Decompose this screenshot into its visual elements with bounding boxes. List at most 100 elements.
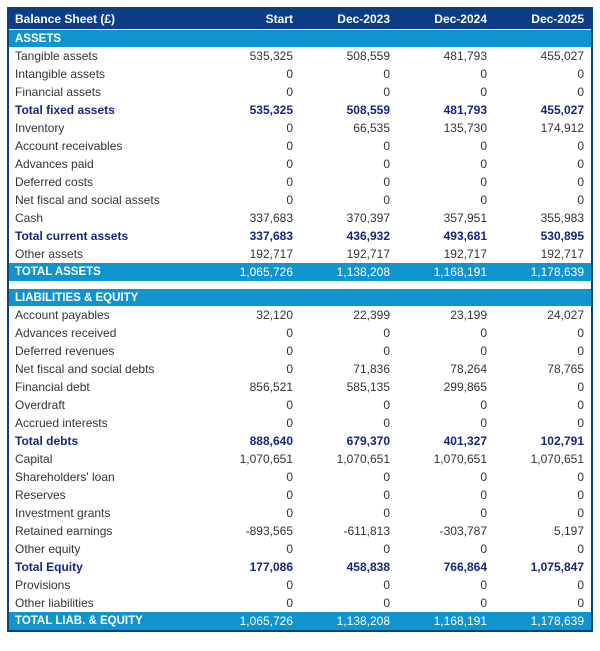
row-label: Advances paid: [15, 157, 94, 171]
column-header-dec2024: Dec-2024: [434, 12, 487, 26]
row-value: 0: [480, 344, 487, 358]
row-value: 766,864: [443, 560, 487, 574]
row-value: 0: [383, 542, 390, 556]
row-value: 1,070,651: [433, 452, 487, 466]
table-row: Investment grants 0 0 0 0: [9, 504, 591, 522]
row-value: 1,168,191: [433, 614, 487, 628]
row-value: 0: [383, 416, 390, 430]
row-label: Account receivables: [15, 139, 123, 153]
row-label: Other assets: [15, 247, 84, 261]
table-title: Balance Sheet (£): [15, 12, 116, 26]
row-value: 508,559: [346, 49, 390, 63]
row-label: Financial debt: [15, 380, 90, 394]
row-value: 0: [577, 157, 584, 171]
row-value: 1,178,639: [530, 614, 584, 628]
row-value: 0: [577, 506, 584, 520]
row-value: 0: [286, 326, 293, 340]
row-value: -611,813: [343, 524, 390, 538]
row-value: 0: [286, 488, 293, 502]
column-header-dec2023: Dec-2023: [337, 12, 390, 26]
column-header-start: Start: [265, 12, 293, 26]
row-label: Investment grants: [15, 506, 111, 520]
table-row: Net fiscal and social debts 0 71,836 78,264…: [9, 360, 591, 378]
row-label: Advances received: [15, 326, 117, 340]
liabilities-equity-rows: Account payables 32,120 22,399 23,199 24,027…: [9, 306, 591, 630]
row-value: 0: [286, 506, 293, 520]
row-value: 0: [480, 67, 487, 81]
row-value: 401,327: [443, 434, 487, 448]
table-row: TOTAL LIAB. & EQUITY 1,065,726 1,138,208 1,…: [9, 612, 591, 630]
table-row: Intangible assets 0 0 0 0: [9, 65, 591, 83]
section-divider: [9, 281, 591, 289]
row-label: Shareholders' loan: [15, 470, 115, 484]
table-row: Provisions 0 0 0 0: [9, 576, 591, 594]
row-value: 355,983: [540, 211, 584, 225]
row-value: 0: [383, 596, 390, 610]
row-value: 78,264: [450, 362, 487, 376]
row-value: 1,075,847: [530, 560, 584, 574]
row-label: Net fiscal and social debts: [15, 362, 155, 376]
row-label: Accrued interests: [15, 416, 108, 430]
row-value: 0: [383, 344, 390, 358]
table-row: Advances paid 0 0 0 0: [9, 155, 591, 173]
row-value: 32,120: [256, 308, 293, 322]
row-value: 192,717: [443, 247, 487, 261]
row-value: 0: [286, 596, 293, 610]
table-row: Account payables 32,120 22,399 23,199 24,027: [9, 306, 591, 324]
table-row: TOTAL ASSETS 1,065,726 1,138,208 1,168,191 1…: [9, 263, 591, 281]
row-value: 1,138,208: [336, 614, 390, 628]
table-row: Deferred costs 0 0 0 0: [9, 173, 591, 191]
row-label: Capital: [15, 452, 53, 466]
table-row: Total current assets 337,683 436,932 493,68…: [9, 227, 591, 245]
row-label: Reserves: [15, 488, 66, 502]
table-row: Other assets 192,717 192,717 192,717 192,717: [9, 245, 591, 263]
row-label: Tangible assets: [15, 49, 98, 63]
table-header-row: Balance Sheet (£) Start Dec-2023 Dec-202…: [9, 9, 591, 30]
row-value: 0: [480, 506, 487, 520]
row-value: 1,065,726: [239, 265, 293, 279]
row-label: Provisions: [15, 578, 71, 592]
row-value: 455,027: [540, 103, 584, 117]
section-header-label: LIABILITIES & EQUITY: [15, 291, 139, 304]
row-value: 0: [577, 326, 584, 340]
row-value: 856,521: [249, 380, 293, 394]
row-value: 0: [577, 380, 584, 394]
row-value: 0: [480, 398, 487, 412]
row-value: 1,138,208: [336, 265, 390, 279]
table-row: Reserves 0 0 0 0: [9, 486, 591, 504]
row-value: 0: [480, 596, 487, 610]
row-value: 0: [383, 157, 390, 171]
row-label: Deferred costs: [15, 175, 94, 189]
row-value: 66,535: [353, 121, 390, 135]
table-row: Total fixed assets 535,325 508,559 481,793 4…: [9, 101, 591, 119]
row-label: Total debts: [15, 434, 79, 448]
row-value: 23,199: [450, 308, 487, 322]
row-label: Cash: [15, 211, 44, 225]
row-value: 370,397: [346, 211, 390, 225]
row-label: TOTAL ASSETS: [15, 266, 101, 278]
row-value: 357,951: [443, 211, 487, 225]
row-value: 535,325: [249, 49, 293, 63]
row-value: 0: [383, 175, 390, 189]
row-value: 0: [480, 193, 487, 207]
row-label: Net fiscal and social assets: [15, 193, 160, 207]
row-value: 135,730: [443, 121, 487, 135]
row-value: 1,070,651: [530, 452, 584, 466]
row-value: 0: [286, 398, 293, 412]
row-label: Total fixed assets: [15, 103, 115, 117]
row-value: 0: [383, 139, 390, 153]
table-row: Net fiscal and social assets 0 0 0 0: [9, 191, 591, 209]
table-row: Tangible assets 535,325 508,559 481,793 455,…: [9, 47, 591, 65]
row-value: 0: [480, 326, 487, 340]
row-label: Other equity: [15, 542, 81, 556]
row-label: Intangible assets: [15, 67, 106, 81]
table-row: Other liabilities 0 0 0 0: [9, 594, 591, 612]
row-value: 0: [286, 157, 293, 171]
assets-section: ASSETS Tangible assets 535,325 508,559 481,…: [9, 30, 591, 281]
table-row: Financial debt 856,521 585,135 299,865 0: [9, 378, 591, 396]
row-value: 0: [286, 344, 293, 358]
row-value: 0: [577, 193, 584, 207]
section-header-label: ASSETS: [15, 32, 62, 45]
table-row: Capital 1,070,651 1,070,651 1,070,651 1,070,…: [9, 450, 591, 468]
row-value: 0: [383, 488, 390, 502]
